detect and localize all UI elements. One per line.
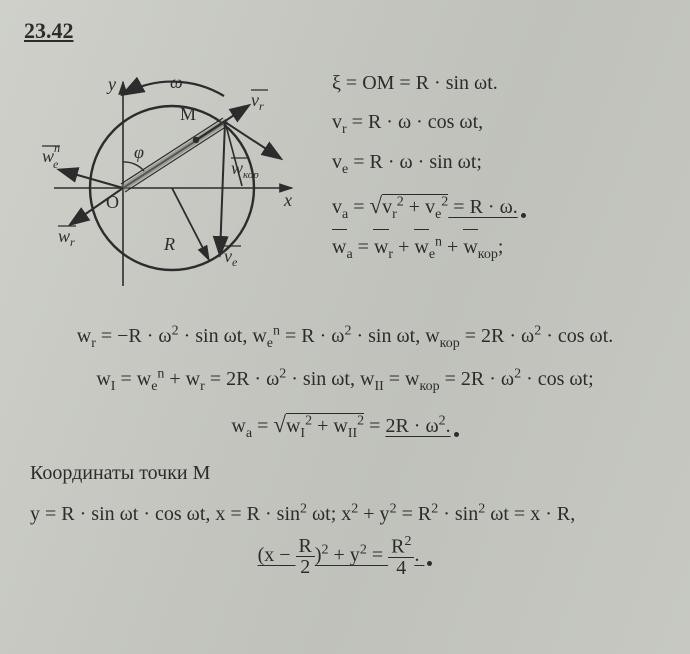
label-wr: wr (58, 226, 76, 249)
eq-row-w1-w2: wI = wen + wr = 2R · ω2 · sin ωt, wII = … (24, 359, 666, 402)
radius-r (172, 188, 209, 260)
top-row: y x O M R φ ω vr ve wкор wr (24, 58, 666, 308)
label-x: x (283, 190, 292, 210)
label-omega: ω (170, 72, 183, 92)
eq-row-coords: y = R · sin ωt · cos ωt, x = R · sin2 ωt… (24, 494, 666, 535)
eq-xi: ξ = OM = R · sin ωt. (332, 64, 666, 103)
label-ve: ve (224, 246, 241, 269)
equations-below: wr = −R · ω2 · sin ωt, wen = R · ω2 · si… (24, 316, 666, 578)
coord-title: Координаты точки M (24, 453, 666, 494)
label-o: O (106, 192, 119, 212)
eq-wa-sum: wa = wr + wen + wкор; (332, 228, 666, 268)
eq-row-circle: (x − R2)2 + y2 = R24. (24, 535, 666, 578)
vector-vr (196, 106, 248, 140)
label-phi: φ (134, 142, 144, 162)
phi-arc (123, 162, 144, 171)
svg-text:vr: vr (251, 90, 264, 113)
problem-number: 23.42 (24, 18, 666, 44)
eq-row-wa-mag: wa = √wI2 + wII2 = 2R · ω2. (24, 401, 666, 449)
label-r: R (163, 234, 175, 254)
label-y: y (106, 74, 116, 94)
label-wkop: wкор (231, 158, 259, 181)
svg-text:wr: wr (58, 226, 75, 249)
equations-right: ξ = OM = R · sin ωt. vr = R · ω · cos ωt… (304, 58, 666, 269)
label-m: M (180, 104, 196, 124)
svg-text:wne: wne (42, 141, 60, 171)
svg-text:wкор: wкор (231, 158, 259, 181)
label-vr: vr (251, 90, 268, 113)
svg-text:ve: ve (224, 246, 238, 269)
eq-row-w-components: wr = −R · ω2 · sin ωt, wen = R · ω2 · si… (24, 316, 666, 359)
eq-va: va = √vr2 + ve2 = R · ω. (332, 184, 666, 229)
eq-vr: vr = R · ω · cos ωt, (332, 103, 666, 143)
eq-ve: ve = R · ω · sin ωt; (332, 143, 666, 183)
kinematics-diagram: y x O M R φ ω vr ve wкор wr (24, 58, 304, 308)
label-wen: wne (42, 141, 60, 171)
